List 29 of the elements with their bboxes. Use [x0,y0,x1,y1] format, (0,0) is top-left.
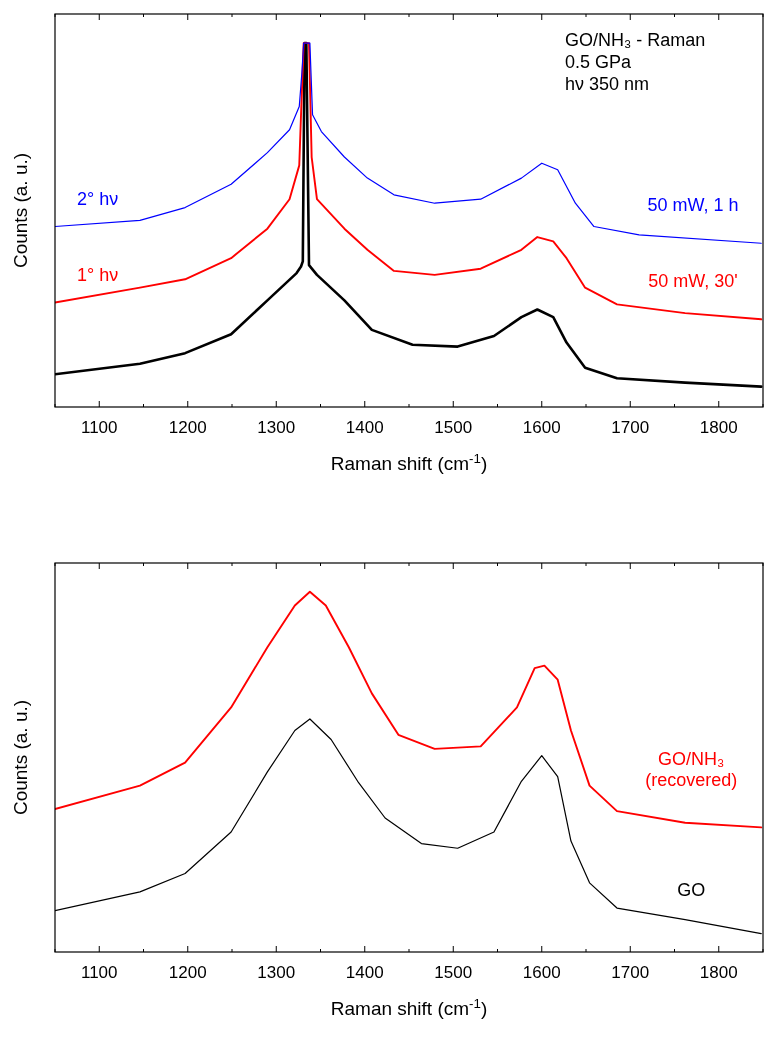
x-axis-title: Raman shift (cm$^{-1}$) [330,450,488,474]
x-tick-label: 1400 [345,963,384,982]
series-label: 1° hν [77,264,119,285]
y-axis-title: Counts (a. u.) [10,152,31,269]
x-tick-label: 1800 [699,963,738,982]
annotation: 50 mW, 30' [648,271,738,292]
x-tick-label: 1600 [522,963,561,982]
annotation: 0.5 GPa [565,52,633,72]
x-tick-label: 1300 [257,418,296,437]
x-tick-label: 1500 [434,418,473,437]
annotation: GO/NH₃ - Raman [565,30,706,50]
x-tick-label: 1100 [80,418,118,437]
x-tick-label: 1200 [168,963,207,982]
x-tick-label: 1700 [611,963,650,982]
x-tick-label: 1100 [80,963,118,982]
x-tick-label: 1500 [434,963,473,982]
annotation: hν 350 nm [565,74,650,94]
x-tick-label: 1700 [611,418,650,437]
annotation: 50 mW, 1 h [647,195,739,216]
y-axis-title: Counts (a. u.) [10,699,31,816]
series-label: GO/NH₃ (recovered) [645,749,738,791]
x-tick-label: 1300 [257,963,296,982]
series-label: GO [677,879,706,900]
x-tick-label: 1600 [522,418,561,437]
x-tick-label: 1400 [345,418,384,437]
x-tick-label: 1200 [168,418,207,437]
x-axis-title: Raman shift (cm$^{-1}$) [330,995,488,1019]
x-tick-label: 1800 [699,418,738,437]
series-label: 2° hν [77,188,119,209]
